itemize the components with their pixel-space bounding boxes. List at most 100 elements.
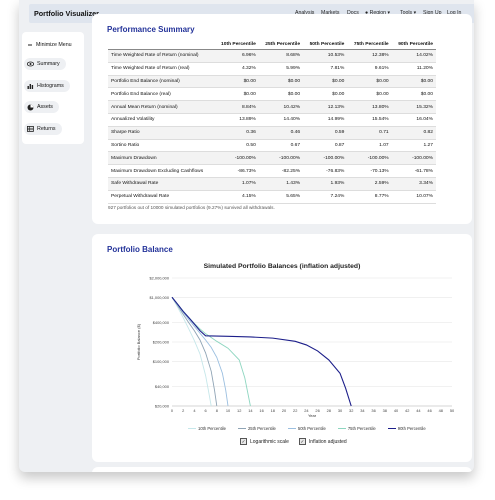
sidebar-item-label: Assets [37, 104, 53, 110]
metric-value: -100.00% [391, 151, 436, 166]
legend-item[interactable]: 90th Percentile [387, 426, 426, 431]
metric-value: $0.00 [214, 87, 259, 102]
x-tick-label: 0 [171, 408, 174, 413]
legend-item[interactable]: 10th Percentile [188, 426, 226, 431]
x-tick-label: 12 [237, 408, 241, 413]
y-tick-label: $100,000 [153, 359, 170, 364]
x-tick-label: 4 [193, 408, 196, 413]
metric-name: Maximum Drawdown [108, 151, 215, 166]
sidebar: Minimize Menu Summary Histograms Assets … [22, 32, 84, 144]
metric-value: -100.00% [303, 151, 348, 166]
x-tick-label: 40 [394, 408, 399, 413]
chart-title: Simulated Portfolio Balances (inflation … [203, 263, 361, 270]
metric-value: 7.24% [303, 190, 348, 204]
metric-name: Maximum Drawdown Excluding Cashflows [108, 164, 215, 178]
pie-chart-icon [27, 104, 34, 110]
metric-value: $0.00 [258, 87, 304, 102]
survival-note: 927 portfolios out of 10000 simulated po… [108, 205, 275, 210]
metric-name: Annual Mean Return (nominal) [108, 100, 215, 114]
legend-item[interactable]: 25th Percentile [237, 426, 276, 431]
x-tick-label: 24 [304, 408, 309, 413]
x-tick-label: 50 [450, 408, 455, 413]
series-line-25th-percentile [171, 297, 218, 407]
sidebar-item-summary[interactable]: Summary [24, 58, 66, 70]
x-tick-label: 2 [182, 408, 184, 413]
y-tick-label: $200,000 [153, 340, 170, 345]
table-row: Annualized Volatility 13.89% 14.40% 14.99% 1… [108, 113, 436, 127]
sidebar-item-label: Returns [37, 126, 56, 132]
legend-item[interactable]: 75th Percentile [337, 426, 376, 431]
x-tick-label: 10 [226, 408, 231, 413]
chart-legend: 10th Percentile 25th Percentile 50th Perce… [188, 426, 426, 431]
metric-value: 11.20% [391, 62, 436, 76]
legend-swatch [237, 427, 246, 430]
sidebar-item-returns[interactable]: Returns [24, 123, 62, 135]
column-header: 75th Percentile [347, 40, 392, 50]
column-header: 25th Percentile [258, 40, 304, 50]
metric-value: 12.38% [347, 49, 392, 63]
y-tick-label: $1,000,000 [150, 295, 170, 300]
nav-sign-up[interactable]: Sign Up [423, 10, 442, 16]
x-tick-label: 26 [315, 408, 319, 413]
metric-value: 1.07% [214, 177, 259, 191]
column-header: 10th Percentile [214, 40, 259, 50]
sidebar-item-minimize[interactable]: Minimize Menu [24, 39, 78, 51]
metric-value: 12.13% [303, 100, 348, 114]
metric-value: 6.96% [214, 49, 259, 63]
metric-value: 0.82 [391, 126, 436, 140]
series-line-10th-percentile [171, 297, 212, 407]
x-tick-label: 6 [205, 408, 207, 413]
metric-value: 5.99% [258, 62, 304, 76]
metric-name: Sortino Ratio [108, 139, 215, 153]
nav-log-in[interactable]: Log In [447, 10, 462, 16]
x-tick-label: 28 [327, 408, 331, 413]
sidebar-item-histograms[interactable]: Histograms [24, 80, 70, 92]
metric-value: 14.40% [258, 113, 304, 127]
nav-docs[interactable]: Docs [347, 10, 359, 16]
metric-name: Time Weighted Rate of Return (real) [108, 62, 215, 76]
globe-icon: ● [365, 10, 369, 16]
legend-item[interactable]: 50th Percentile [287, 426, 326, 431]
nav-tools-label: Tools [400, 10, 413, 16]
nav-tools[interactable]: Tools ▾ [400, 10, 416, 16]
metric-name: Time Weighted Rate of Return (nominal) [108, 49, 215, 63]
inflation-adjusted-checkbox[interactable]: ✓ Inflation adjusted [298, 438, 347, 445]
x-axis-label: Year [308, 413, 317, 418]
series-line-90th-percentile [171, 296, 352, 407]
metric-value: 1.27 [391, 139, 436, 153]
brand-logo[interactable]: Portfolio Visualizer [34, 9, 99, 18]
caret-down-icon: ▾ [413, 10, 417, 16]
x-tick-label: 18 [271, 408, 275, 413]
y-tick-label: $40,000 [155, 384, 170, 389]
table-row: Sortino Ratio 0.50 0.67 0.87 1.07 1.27 [108, 139, 436, 153]
metric-value: 16.04% [391, 113, 436, 127]
sidebar-item-assets[interactable]: Assets [24, 101, 59, 113]
metric-name: Sharpe Ratio [108, 126, 215, 140]
table-row: Portfolio End Balance (real) $0.00 $0.00 $0… [108, 87, 436, 102]
x-tick-label: 44 [416, 408, 421, 413]
checkbox-check-icon: ✓ [298, 438, 306, 445]
metric-name: Portfolio End Balance (real) [108, 87, 215, 102]
x-tick-label: 34 [360, 408, 365, 413]
metric-value: 8.68% [258, 49, 304, 63]
series-line-50th-percentile [171, 297, 229, 407]
inflation-adjusted-label: Inflation adjusted [308, 438, 347, 445]
metric-value: 0.67 [258, 139, 304, 153]
metric-name: Safe Withdrawal Rate [108, 177, 215, 191]
nav-markets[interactable]: Markets [321, 10, 340, 16]
log-scale-checkbox[interactable]: ✓ Logarithmic scale [240, 438, 289, 445]
metric-value: 5.65% [258, 190, 304, 204]
metric-value: $0.00 [347, 75, 392, 89]
metric-value: $0.00 [347, 87, 392, 102]
legend-label: 50th Percentile [297, 426, 326, 431]
nav-analysis[interactable]: Analysis [295, 10, 315, 16]
nav-region[interactable]: ● Region ▾ [365, 10, 390, 16]
metric-value: 0.71 [347, 126, 392, 140]
y-tick-label: $2,000,000 [150, 276, 170, 281]
legend-label: 90th Percentile [397, 426, 426, 431]
bar-chart-icon [27, 84, 34, 89]
metric-value: 10.53% [303, 49, 348, 63]
table-row: Maximum Drawdown Excluding Cashflows -86.… [108, 164, 436, 178]
metric-value: 13.80% [347, 100, 392, 114]
x-tick-label: 36 [371, 408, 375, 413]
